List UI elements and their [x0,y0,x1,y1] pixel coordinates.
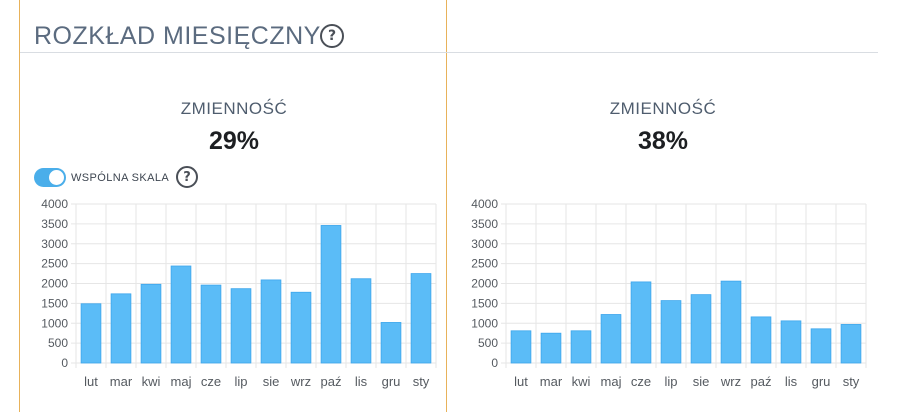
y-tick-label: 3500 [471,217,498,231]
y-tick-label: 1000 [471,316,498,330]
x-tick-label: lut [514,374,528,389]
y-tick-label: 500 [48,336,68,350]
x-tick-label: lip [664,374,677,389]
bar-paź [750,316,772,364]
section-title: ROZKŁAD MIESIĘCZNY [34,22,321,50]
bar-lut [80,303,102,364]
y-tick-label: 1000 [41,316,68,330]
variability-label-right: ZMIENNOŚĆ [609,99,717,118]
bar-lip [660,300,682,364]
x-tick-label: wrz [720,374,741,389]
bar-cze [200,284,222,364]
monthly-bar-chart-right: 0 500 1000 1500 2000 2500 3000 3500 4000 lut mar kw… [471,197,867,389]
y-tick-label: 3500 [41,217,68,231]
y-tick-label: 2500 [41,257,68,271]
y-tick-label: 4000 [471,197,498,211]
bar-sie [260,279,282,364]
shared-scale-toggle[interactable] [34,168,66,187]
bar-sie [690,294,712,364]
shared-scale-label: WSPÓLNA SKALA [71,172,170,184]
x-tick-label: lis [355,374,368,389]
y-tick-label: 0 [61,356,68,370]
x-tick-label: lis [785,374,798,389]
x-tick-label: paź [751,374,772,389]
bar-kwi [570,330,592,364]
bar-lip [230,288,252,364]
bar-gru [380,322,402,364]
bar-paź [320,225,342,364]
x-tick-label: wrz [290,374,311,389]
y-tick-label: 2000 [471,277,498,291]
bar-maj [170,265,192,364]
x-tick-label: kwi [572,374,591,389]
x-tick-label: cze [631,374,651,389]
bar-mar [540,332,562,364]
bar-cze [630,281,652,364]
y-tick-label: 1500 [471,296,498,310]
header-divider [20,52,878,53]
question-circle-icon[interactable]: ? [176,166,198,188]
x-tick-label: maj [601,374,622,389]
y-tick-label: 1500 [41,296,68,310]
bar-wrz [720,280,742,364]
x-tick-label: kwi [142,374,161,389]
x-tick-label: cze [201,374,221,389]
bar-lut [510,330,532,364]
monthly-distribution-panel-left [19,0,447,412]
bar-wrz [290,291,312,364]
bar-sty [410,273,432,364]
x-tick-label: mar [110,374,133,389]
question-circle-icon[interactable]: ? [320,24,344,48]
y-tick-label: 2000 [41,277,68,291]
x-tick-label: maj [171,374,192,389]
x-tick-label: paź [321,374,342,389]
monthly-bar-chart-left: 0 500 1000 1500 2000 2500 3000 3500 4000 lut mar kw… [41,197,437,389]
x-tick-label: mar [540,374,563,389]
y-tick-label: 500 [478,336,498,350]
bar-kwi [140,283,162,364]
bar-sty [840,324,862,364]
y-tick-label: 3000 [41,237,68,251]
variability-value-left: 29% [208,127,260,155]
bar-maj [600,314,622,364]
variability-value-right: 38% [637,127,689,155]
y-tick-label: 3000 [471,237,498,251]
y-tick-label: 0 [491,356,498,370]
x-tick-label: sty [413,374,430,389]
bar-lis [350,278,372,364]
x-tick-label: sty [843,374,860,389]
x-tick-label: lip [234,374,247,389]
bar-lis [780,320,802,364]
bar-gru [810,328,832,364]
variability-label-left: ZMIENNOŚĆ [180,99,288,118]
x-tick-label: sie [263,374,280,389]
x-tick-label: sie [693,374,710,389]
x-tick-label: gru [382,374,401,389]
x-tick-label: gru [812,374,831,389]
y-tick-label: 4000 [41,197,68,211]
toggle-knob [49,170,64,185]
x-tick-label: lut [84,374,98,389]
y-tick-label: 2500 [471,257,498,271]
bar-mar [110,293,132,364]
